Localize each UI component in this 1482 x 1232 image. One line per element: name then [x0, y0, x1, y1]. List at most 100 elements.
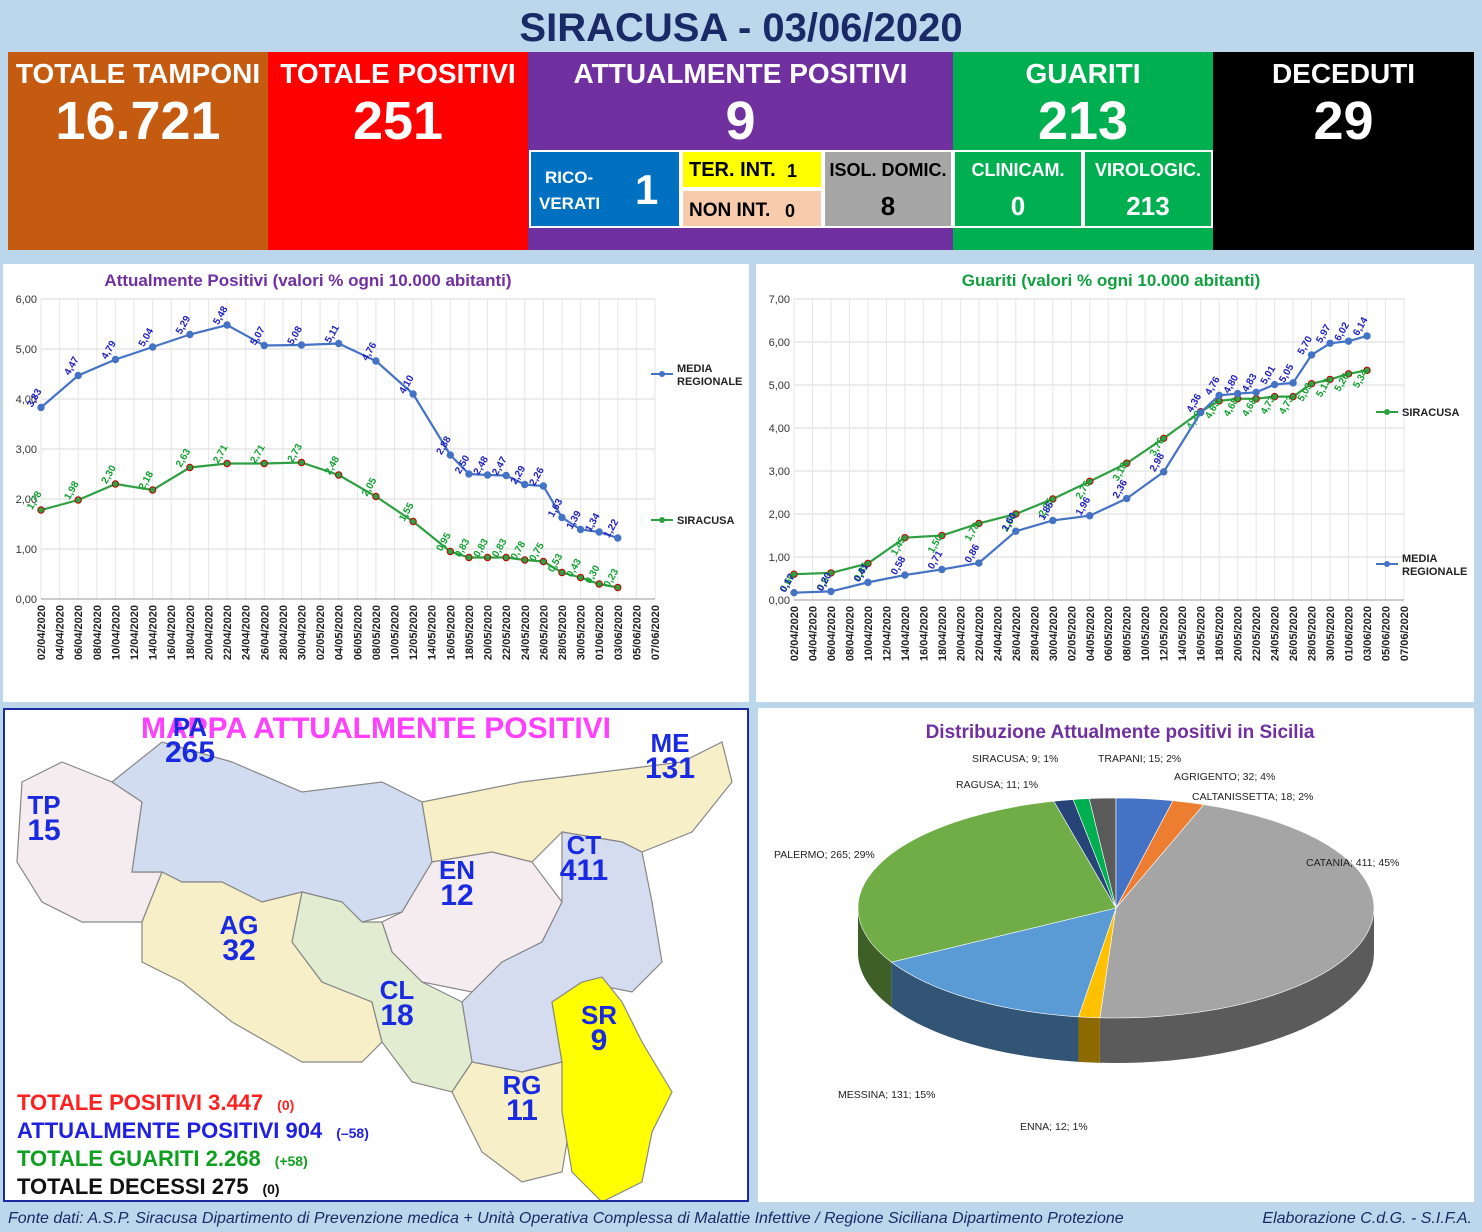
chart-title: Guariti (valori % ogni 10.000 abitanti)	[962, 271, 1261, 290]
x-tick-label: 02/04/2020	[789, 606, 801, 661]
data-point	[1307, 351, 1316, 359]
x-tick-label: 08/04/2020	[92, 605, 104, 660]
tile-value: 213	[1037, 91, 1129, 151]
data-point	[1159, 434, 1168, 443]
subtile-label: RICO-	[545, 168, 594, 187]
province-label-sr: SR 9	[539, 1002, 659, 1056]
map-total-row: ATTUALMENTE POSITIVI 904 (–58)	[17, 1118, 369, 1144]
x-tick-label: 08/05/2020	[1122, 606, 1134, 661]
legend-marker	[1384, 409, 1390, 415]
province-label-cl: CL 18	[337, 977, 457, 1032]
province-value: 131	[644, 752, 696, 785]
data-point	[1233, 389, 1242, 398]
pie-slice-side	[891, 962, 1079, 1062]
pie-slice	[1072, 798, 1117, 909]
data-point	[864, 578, 872, 587]
x-tick-label: 26/04/2020	[1011, 606, 1023, 661]
data-point	[409, 390, 417, 398]
y-tick-label: 6,00	[769, 337, 790, 349]
province-label-ct: CT 411	[524, 832, 644, 886]
chart-guariti: Guariti (valori % ogni 10.000 abitanti) 0…	[769, 271, 1468, 661]
tile-label: ATTUALMENTE POSITIVI	[573, 58, 908, 89]
pie-slice	[1099, 804, 1375, 1019]
data-point	[595, 580, 603, 588]
data-point	[1196, 408, 1205, 417]
x-tick-label: 06/04/2020	[73, 605, 85, 660]
chart-title: Attualmente Positivi (valori % ogni 10.0…	[104, 271, 511, 290]
tile-value: 9	[725, 91, 756, 151]
map-total-label: TOTALE POSITIVI 3.447	[17, 1090, 264, 1115]
legend-marker	[659, 517, 665, 523]
province-value: 18	[380, 999, 414, 1032]
data-point	[502, 553, 510, 562]
x-tick-label: 18/05/2020	[1214, 606, 1226, 661]
x-tick-label: 10/04/2020	[863, 606, 875, 661]
x-tick-label: 10/05/2020	[390, 605, 402, 660]
subtile-label: CLINICAM.	[971, 160, 1065, 180]
x-tick-label: 18/05/2020	[464, 605, 476, 660]
map-total-label: TOTALE GUARITI 2.268	[17, 1146, 261, 1171]
data-point	[1012, 527, 1020, 535]
x-tick-label: 28/05/2020	[557, 605, 569, 660]
x-tick-label: 22/05/2020	[1251, 606, 1263, 661]
tile-label: GUARITI	[1025, 58, 1141, 89]
x-tick-label: 24/04/2020	[241, 605, 253, 660]
x-tick-label: 08/05/2020	[371, 605, 383, 660]
data-point	[465, 470, 473, 478]
data-point	[1012, 510, 1020, 518]
x-tick-label: 28/05/2020	[1307, 606, 1319, 661]
province-label-rg: RG 11	[462, 1072, 582, 1126]
x-tick-label: 20/05/2020	[483, 605, 495, 660]
pie-label: RAGUSA; 11; 1%	[956, 779, 1038, 791]
subtile-value: 8	[880, 191, 896, 221]
data-point	[372, 357, 380, 365]
x-tick-label: 05/06/2020	[631, 605, 643, 660]
subtile-label: VERATI	[539, 194, 601, 213]
data-point	[1159, 468, 1168, 476]
data-point	[483, 471, 492, 479]
x-tick-label: 12/05/2020	[1159, 606, 1171, 661]
y-tick-label: 0,00	[769, 595, 790, 607]
pie-panel: Distribuzione Attualmente positivi in Si…	[758, 708, 1474, 1202]
legend-label: REGIONALE	[677, 376, 742, 388]
province-code: AG	[219, 910, 259, 940]
subtile-value: 1	[787, 161, 798, 181]
page-title: SIRACUSA - 03/06/2020	[519, 6, 963, 50]
x-tick-label: 18/04/2020	[185, 605, 197, 660]
pie-slice-side	[1078, 1016, 1100, 1063]
tile-deceduti: DECEDUTI 29	[1213, 52, 1474, 250]
x-tick-label: 18/04/2020	[937, 606, 949, 661]
x-tick-label: 08/04/2020	[844, 606, 856, 661]
data-point	[1363, 366, 1371, 375]
legend-marker	[659, 371, 665, 377]
x-tick-label: 30/04/2020	[1048, 606, 1060, 661]
province-label-ag: AG 32	[179, 910, 299, 966]
data-point	[827, 587, 835, 596]
data-point	[1344, 337, 1353, 345]
data-point	[1307, 380, 1316, 388]
data-point	[1049, 495, 1057, 503]
data-point	[790, 588, 798, 597]
x-tick-label: 05/06/2020	[1381, 606, 1393, 661]
data-point	[111, 355, 120, 364]
x-tick-label: 02/05/2020	[1066, 606, 1078, 661]
pie-label: CALTANISSETTA; 18; 2%	[1192, 791, 1313, 803]
data-point	[186, 330, 194, 339]
province-siracusa	[551, 976, 673, 1200]
data-point	[521, 480, 529, 489]
x-tick-label: 26/05/2020	[1288, 606, 1300, 661]
data-point	[260, 459, 268, 468]
province-value: 12	[440, 879, 474, 912]
data-point	[539, 482, 548, 490]
data-point	[1049, 516, 1057, 525]
x-tick-label: 01/06/2020	[594, 605, 606, 660]
province-label-me: ME 131	[610, 730, 730, 785]
legend-label: MEDIA	[1402, 553, 1438, 565]
data-point	[1086, 512, 1094, 520]
x-tick-label: 28/04/2020	[278, 605, 290, 660]
x-tick-label: 22/04/2020	[222, 605, 234, 660]
x-tick-label: 26/05/2020	[538, 605, 550, 660]
footer-source: Fonte dati: A.S.P. Siracusa Dipartimento…	[8, 1210, 1124, 1227]
data-point	[1215, 391, 1223, 400]
data-point	[502, 471, 510, 480]
